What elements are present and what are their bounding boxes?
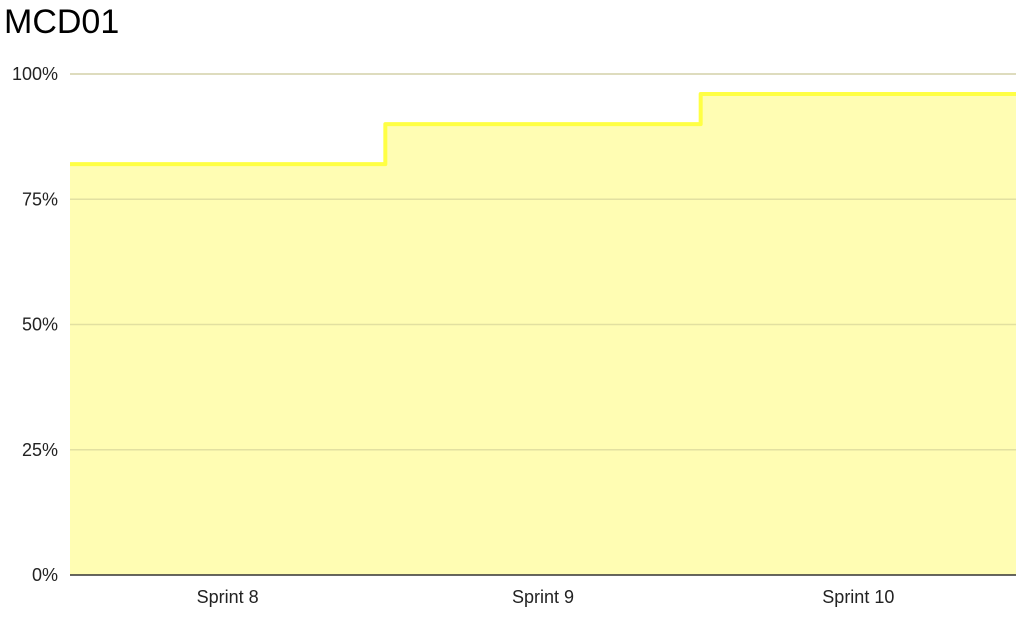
chart-title: MCD01 [4, 3, 120, 41]
data-step-2 [385, 122, 700, 126]
y-tick-label: 0% [32, 565, 58, 585]
series-step-line [70, 92, 1016, 167]
x-tick-label: Sprint 8 [197, 587, 259, 607]
area-layer [70, 73, 1016, 575]
series-area [70, 94, 1016, 575]
y-tick-label: 25% [22, 440, 58, 460]
y-tick-label: 50% [22, 315, 58, 335]
y-tick-label: 100% [12, 64, 58, 84]
data-step-3 [701, 92, 1016, 96]
data-step-1 [70, 162, 385, 166]
x-tick-label: Sprint 10 [822, 587, 894, 607]
y-tick-label: 75% [22, 189, 58, 209]
tick-labels: 0% 25% 50% 75% 100% Sprint 8 Sprint 9 Sprint 10 [12, 64, 894, 607]
x-tick-label: Sprint 9 [512, 587, 574, 607]
